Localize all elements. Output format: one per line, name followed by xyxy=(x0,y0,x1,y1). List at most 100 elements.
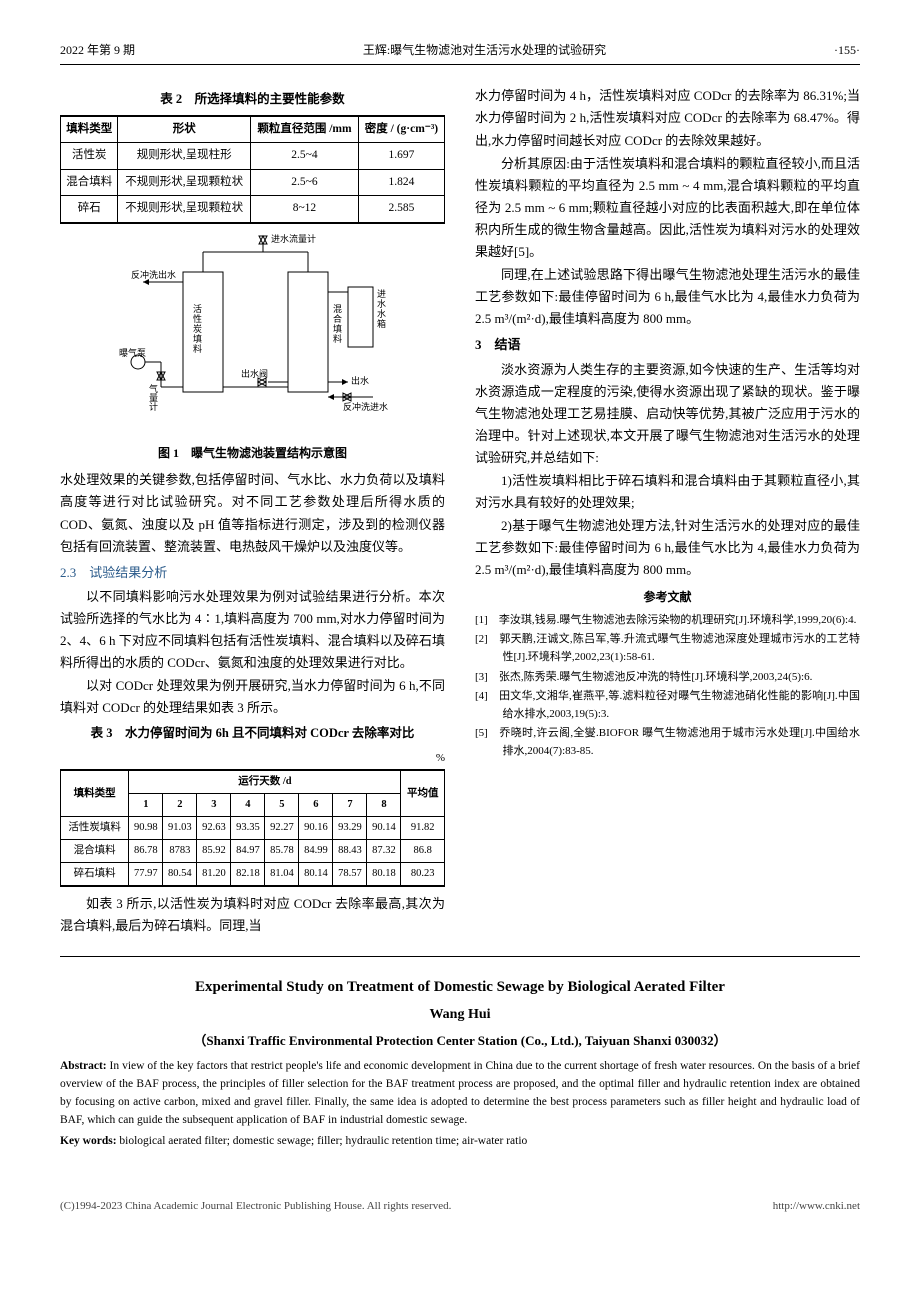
lbl-ac-filler: 活性炭填料 xyxy=(193,303,202,354)
t3-col-top: 运行天数 /d xyxy=(129,770,401,793)
ref-title: 参考文献 xyxy=(475,587,860,607)
table3-caption: 表 3 水力停留时间为 6h 且不同填料对 CODcr 去除率对比 xyxy=(60,723,445,744)
t3-r2-v1: 80.54 xyxy=(163,862,197,885)
left-column: 表 2 所选择填料的主要性能参数 填料类型 形状 颗粒直径范围 /mm 密度 /… xyxy=(60,85,445,937)
t2-r2c0: 碎石 xyxy=(61,196,118,223)
section23-para-1: 以对 CODcr 处理效果为例开展研究,当水力停留时间为 6 h,不同填料对 C… xyxy=(60,675,445,719)
t2-r1c1: 不规则形状,呈现颗粒状 xyxy=(118,169,251,196)
lbl-air-pump: 曝气泵 xyxy=(119,347,146,358)
t3-r2-v5: 80.14 xyxy=(299,862,333,885)
table2-caption: 表 2 所选择填料的主要性能参数 xyxy=(60,89,445,110)
lbl-inflow-meter: 进水流量计 xyxy=(271,233,316,244)
table3: 填料类型 运行天数 /d 平均值 1 2 3 4 5 6 7 8 活性炭填料 9… xyxy=(60,769,445,886)
right-para-0: 水力停留时间为 4 h，活性炭填料对应 CODcr 的去除率为 86.31%;当… xyxy=(475,85,860,151)
t3-r2-v3: 82.18 xyxy=(231,862,265,885)
t3-d1: 1 xyxy=(129,794,163,817)
section23-title: 2.3 试验结果分析 xyxy=(60,562,445,584)
lbl-backwash-out: 反冲洗出水 xyxy=(131,269,176,280)
t3-r0-v7: 90.14 xyxy=(367,816,401,839)
t3-d7: 7 xyxy=(333,794,367,817)
t3-d8: 8 xyxy=(367,794,401,817)
t3-r0-v5: 90.16 xyxy=(299,816,333,839)
t3-r1-v2: 85.92 xyxy=(197,839,231,862)
ref-4: [4] 田文华,文湘华,崔燕平,等.滤料粒径对曝气生物滤池硝化性能的影响[J].… xyxy=(475,688,860,723)
t3-r0-v3: 93.35 xyxy=(231,816,265,839)
t2-r2c3: 2.585 xyxy=(358,196,444,223)
lbl-inlet-tank: 进水水箱 xyxy=(377,289,386,329)
t3-r1-v0: 86.78 xyxy=(129,839,163,862)
page-header: 2022 年第 9 期 王辉:曝气生物滤池对生活污水处理的试验研究 ·155· xyxy=(60,40,860,65)
right-para-2: 同理,在上述试验思路下得出曝气生物滤池处理生活污水的最佳工艺参数如下:最佳停留时… xyxy=(475,264,860,330)
t3-r1-name: 混合填料 xyxy=(61,839,129,862)
t3-d5: 5 xyxy=(265,794,299,817)
t3-r1-v5: 84.99 xyxy=(299,839,333,862)
t3-r0-v4: 92.27 xyxy=(265,816,299,839)
t3-d2: 2 xyxy=(163,794,197,817)
t3-d3: 3 xyxy=(197,794,231,817)
english-title: Experimental Study on Treatment of Domes… xyxy=(60,975,860,1001)
t3-r0-v1: 91.03 xyxy=(163,816,197,839)
lbl-gas-meter: 气量计 xyxy=(149,383,158,412)
lbl-backwash-in: 反冲洗进水 xyxy=(343,401,388,412)
t3-r2-v2: 81.20 xyxy=(197,862,231,885)
section3-para-0: 淡水资源为人类生存的主要资源,如今快速的生产、生活等均对水资源造成一定程度的污染… xyxy=(475,359,860,469)
keywords-label: Key words: xyxy=(60,1135,117,1147)
section3-title: 3 结语 xyxy=(475,334,860,356)
english-affiliation: （Shanxi Traffic Environmental Protection… xyxy=(60,1030,860,1052)
lbl-outflow: 出水 xyxy=(351,375,369,386)
lbl-out-valve: 出水阀 xyxy=(241,368,268,379)
footer-left: (C)1994-2023 China Academic Journal Elec… xyxy=(60,1197,451,1216)
t3-r1-v3: 84.97 xyxy=(231,839,265,862)
english-abstract: Experimental Study on Treatment of Domes… xyxy=(60,956,860,1151)
t3-col-right: 平均值 xyxy=(401,770,445,816)
abstract-text: Abstract: In view of the key factors tha… xyxy=(60,1058,860,1129)
t2-col0: 填料类型 xyxy=(61,116,118,143)
para-after-t3: 如表 3 所示,以活性炭为填料时对应 CODcr 去除率最高,其次为混合填料,最… xyxy=(60,893,445,937)
figure1-caption: 图 1 曝气生物滤池装置结构示意图 xyxy=(60,443,445,463)
right-para-1: 分析其原因:由于活性炭填料和混合填料的颗粒直径较小,而且活性炭填料颗粒的平均直径… xyxy=(475,153,860,263)
t2-r1c3: 1.824 xyxy=(358,169,444,196)
footer-right: http://www.cnki.net xyxy=(773,1197,860,1216)
section3-para-1: 1)活性炭填料相比于碎石填料和混合填料由于其颗粒直径小,其对污水具有较好的处理效… xyxy=(475,470,860,514)
figure1-svg: 进水流量计 反冲洗出水 曝气泵 气量计 活性炭填料 混合填料 进水水箱 出水阀 … xyxy=(113,232,393,432)
t3-r2-name: 碎石填料 xyxy=(61,862,129,885)
t3-r0-v0: 90.98 xyxy=(129,816,163,839)
t3-r1-v4: 85.78 xyxy=(265,839,299,862)
t3-r0-v6: 93.29 xyxy=(333,816,367,839)
t3-r0-avg: 91.82 xyxy=(401,816,445,839)
header-right: ·155· xyxy=(834,40,860,60)
t3-r2-v6: 78.57 xyxy=(333,862,367,885)
ref-5: [5] 乔晓时,许云阁,全燮.BIOFOR 曝气生物滤池用于城市污水处理[J].… xyxy=(475,725,860,760)
page-footer: (C)1994-2023 China Academic Journal Elec… xyxy=(0,1185,920,1236)
t2-r0c1: 规则形状,呈现柱形 xyxy=(118,143,251,170)
ref-1: [1] 李汝琪,钱易.曝气生物滤池去除污染物的机理研究[J].环境科学,1999… xyxy=(475,612,860,630)
t3-r1-v7: 87.32 xyxy=(367,839,401,862)
keywords-body: biological aerated filter; domestic sewa… xyxy=(117,1135,528,1147)
t3-r0-v2: 92.63 xyxy=(197,816,231,839)
header-center: 王辉:曝气生物滤池对生活污水处理的试验研究 xyxy=(363,40,606,60)
t2-r1c2: 2.5~6 xyxy=(251,169,359,196)
section23-para-0: 以不同填料影响污水处理效果为例对试验结果进行分析。本次试验所选择的气水比为 4∶… xyxy=(60,586,445,674)
t3-col-left: 填料类型 xyxy=(61,770,129,816)
t2-r0c2: 2.5~4 xyxy=(251,143,359,170)
table3-unit: % xyxy=(60,749,445,768)
t2-r2c1: 不规则形状,呈现颗粒状 xyxy=(118,196,251,223)
t2-col3: 密度 / (g·cm⁻³) xyxy=(358,116,444,143)
abstract-body: In view of the key factors that restrict… xyxy=(60,1060,860,1125)
english-author: Wang Hui xyxy=(60,1003,860,1027)
t3-d4: 4 xyxy=(231,794,265,817)
table2: 填料类型 形状 颗粒直径范围 /mm 密度 / (g·cm⁻³) 活性炭 规则形… xyxy=(60,115,445,224)
t3-r2-v0: 77.97 xyxy=(129,862,163,885)
t3-r2-v4: 81.04 xyxy=(265,862,299,885)
t3-r2-v7: 80.18 xyxy=(367,862,401,885)
t3-r2-avg: 80.23 xyxy=(401,862,445,885)
keywords-text: Key words: biological aerated filter; do… xyxy=(60,1133,860,1151)
para-before-23-0: 水处理效果的关键参数,包括停留时间、气水比、水力负荷以及填料高度等进行对比试验研… xyxy=(60,469,445,557)
t2-r0c0: 活性炭 xyxy=(61,143,118,170)
t2-r0c3: 1.697 xyxy=(358,143,444,170)
t2-col2: 颗粒直径范围 /mm xyxy=(251,116,359,143)
section3-para-2: 2)基于曝气生物滤池处理方法,针对生活污水的处理对应的最佳工艺参数如下:最佳停留… xyxy=(475,515,860,581)
t3-r1-v1: 8783 xyxy=(163,839,197,862)
t2-col1: 形状 xyxy=(118,116,251,143)
t3-d6: 6 xyxy=(299,794,333,817)
